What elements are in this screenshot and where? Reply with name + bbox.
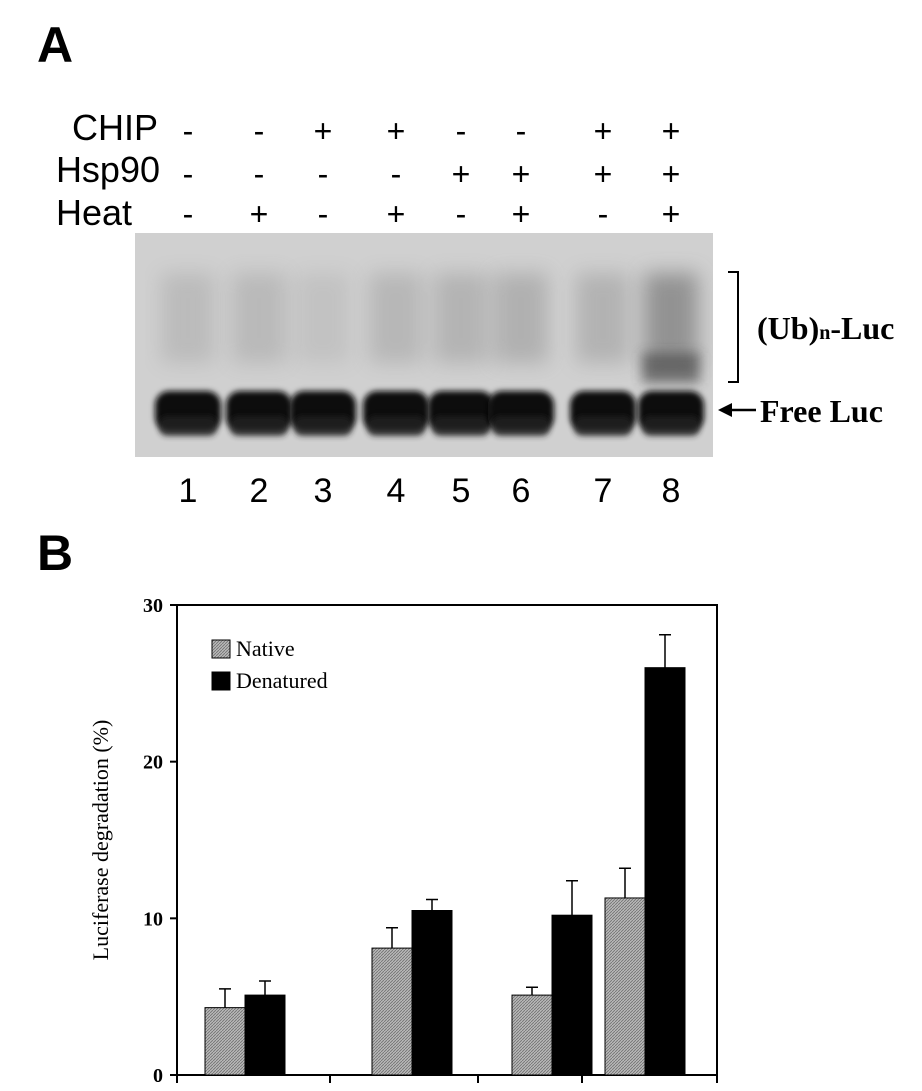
condition-sign: + xyxy=(661,113,681,149)
row-label-chip: CHIP xyxy=(71,107,158,148)
condition-sign: + xyxy=(511,156,531,192)
free-luc-band xyxy=(642,416,700,436)
ub-label-main: (Ub) xyxy=(757,310,820,346)
condition-sign: + xyxy=(386,113,406,149)
condition-sign: + xyxy=(661,196,681,232)
free-luc-arrow-icon xyxy=(718,403,756,417)
condition-sign: - xyxy=(317,156,329,192)
ubiquitin-smear xyxy=(644,273,698,363)
error-bar xyxy=(219,988,231,1008)
ub-label-sub: n xyxy=(819,322,831,344)
condition-sign: + xyxy=(661,156,681,192)
ubiquitin-smear-bracket xyxy=(728,271,739,383)
free-luc-band xyxy=(432,416,490,436)
ub-luc-label: (Ub)n-Luc xyxy=(757,312,894,344)
panel-a-letter: A xyxy=(37,17,74,73)
bar-denatured xyxy=(551,914,593,1076)
condition-sign: - xyxy=(390,156,402,192)
lane-number: 5 xyxy=(451,472,471,510)
bar-denatured xyxy=(644,667,686,1076)
y-tick-label: 10 xyxy=(143,908,163,930)
condition-sign: + xyxy=(593,113,613,149)
ubiquitin-smear xyxy=(296,273,350,363)
free-luc-band xyxy=(159,416,217,436)
ubiquitin-smear xyxy=(161,273,215,363)
legend-label: Denatured xyxy=(236,668,328,693)
western-blot-gel-image xyxy=(135,233,713,457)
row-label-heat: Heat xyxy=(55,192,132,233)
lane-number: 1 xyxy=(178,472,198,510)
condition-sign: - xyxy=(597,196,609,232)
ubiquitin-smear xyxy=(369,273,423,363)
bar-denatured xyxy=(411,910,453,1076)
ubiquitin-smear xyxy=(576,273,630,363)
free-luc-label: Free Luc xyxy=(760,393,883,429)
lane-number: 6 xyxy=(511,472,531,510)
bar-native xyxy=(604,897,646,1076)
error-bar xyxy=(566,879,578,916)
condition-sign: - xyxy=(253,113,265,149)
condition-sign: - xyxy=(253,156,265,192)
panel-b-letter: B xyxy=(37,525,74,581)
condition-sign: + xyxy=(386,196,406,232)
bar-native xyxy=(204,1007,246,1076)
error-bar xyxy=(526,986,538,996)
bar-denatured xyxy=(244,994,286,1076)
y-tick-label: 30 xyxy=(143,595,163,617)
error-bar xyxy=(259,980,271,996)
condition-sign: + xyxy=(249,196,269,232)
lane-number: 4 xyxy=(386,472,406,510)
condition-sign: - xyxy=(182,113,194,149)
condition-sign: - xyxy=(182,196,194,232)
bar-native xyxy=(511,994,553,1076)
condition-sign: - xyxy=(182,156,194,192)
lane-number: 8 xyxy=(661,472,681,510)
condition-sign: + xyxy=(511,196,531,232)
free-luc-band xyxy=(367,416,425,436)
legend-label: Native xyxy=(236,636,295,661)
lane-number: 3 xyxy=(313,472,333,510)
error-bar xyxy=(426,898,438,911)
y-axis-label: Luciferase degradation (%) xyxy=(88,720,113,961)
ubiquitin-smear xyxy=(434,273,488,363)
error-bar xyxy=(619,867,631,898)
bar-native xyxy=(371,947,413,1076)
ubiquitin-smear xyxy=(494,273,548,363)
error-bar xyxy=(659,634,671,668)
condition-sign: - xyxy=(455,113,467,149)
error-bar xyxy=(386,926,398,949)
lane-number: 2 xyxy=(249,472,269,510)
condition-sign: + xyxy=(313,113,333,149)
free-luc-band xyxy=(230,416,288,436)
ub-label-tail: -Luc xyxy=(830,310,895,346)
lane-number: 7 xyxy=(593,472,613,510)
ubiquitin-smear xyxy=(642,353,700,383)
free-luc-band xyxy=(294,416,352,436)
condition-sign: - xyxy=(455,196,467,232)
free-luc-band xyxy=(492,416,550,436)
y-tick-label: 20 xyxy=(143,752,163,774)
row-label-hsp90: Hsp90 xyxy=(55,149,160,190)
legend-swatch-native xyxy=(211,639,231,659)
condition-sign: + xyxy=(593,156,613,192)
legend-swatch-denatured xyxy=(211,671,231,691)
condition-sign: - xyxy=(317,196,329,232)
free-luc-band xyxy=(574,416,632,436)
condition-sign: + xyxy=(451,156,471,192)
condition-sign: - xyxy=(515,113,527,149)
y-tick-label: 0 xyxy=(153,1065,163,1086)
ubiquitin-smear xyxy=(232,273,286,363)
